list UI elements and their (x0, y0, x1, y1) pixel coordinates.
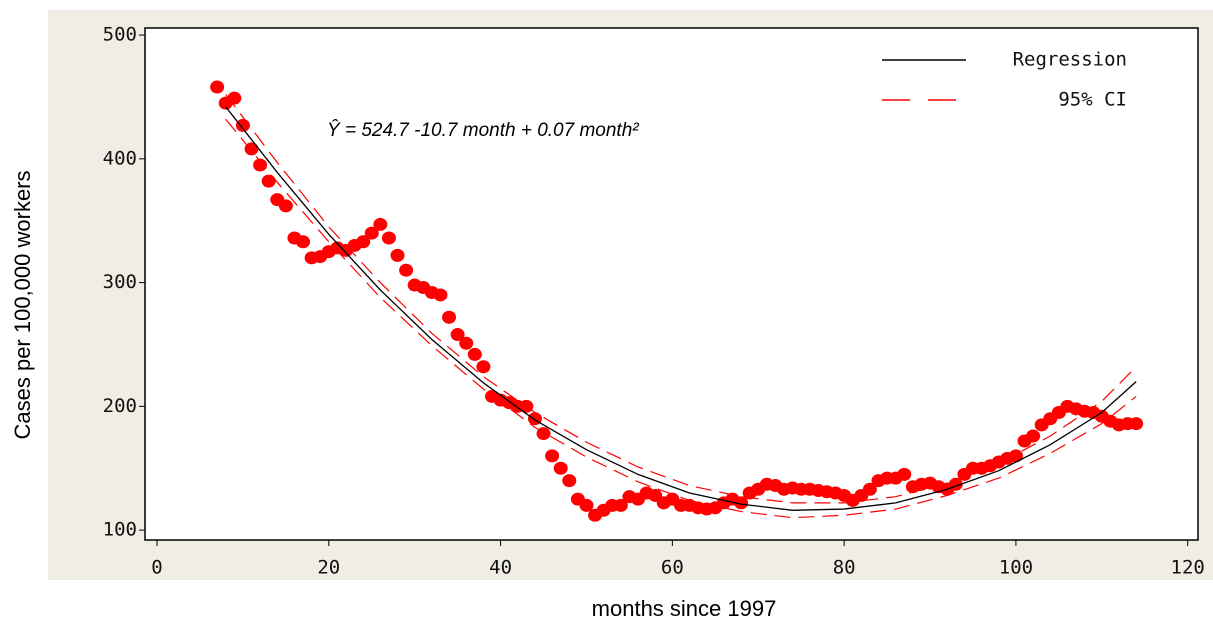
x-tick-label: 100 (999, 557, 1033, 579)
x-tick-label: 80 (833, 557, 856, 579)
data-point (399, 263, 414, 277)
y-tick-label: 100 (103, 519, 137, 541)
y-tick-label: 200 (103, 395, 137, 417)
y-tick-label: 500 (103, 24, 137, 46)
data-point (897, 467, 912, 481)
data-point (381, 231, 396, 245)
data-point (613, 498, 628, 512)
x-tick-label: 60 (661, 557, 684, 579)
x-tick-label: 40 (489, 557, 512, 579)
data-point (476, 360, 491, 374)
legend-label: 95% CI (1058, 89, 1127, 111)
data-point (227, 91, 242, 105)
data-point (210, 80, 225, 94)
ci-line (225, 118, 1137, 519)
data-point (553, 461, 568, 475)
x-tick-label: 120 (1171, 557, 1205, 579)
x-axis-label: months since 1997 (592, 596, 777, 621)
y-axis-label: Cases per 100,000 workers (10, 170, 35, 439)
data-point (862, 482, 877, 496)
data-point (459, 336, 474, 350)
data-point (373, 217, 388, 231)
data-point (562, 474, 577, 488)
data-point (261, 174, 276, 188)
data-point (545, 449, 560, 463)
y-tick-label: 300 (103, 271, 137, 293)
data-point (579, 498, 594, 512)
equation-annotation: Ŷ = 524.7 -10.7 month + 0.07 month² (327, 119, 639, 141)
ci-line (225, 94, 1137, 504)
y-tick-label: 400 (103, 147, 137, 169)
data-point (1129, 417, 1144, 431)
legend-label: Regression (1013, 49, 1127, 71)
data-point (390, 248, 405, 262)
legend-box (876, 40, 1152, 120)
data-point (1008, 449, 1023, 463)
data-point (235, 118, 250, 132)
data-point (364, 226, 379, 240)
data-point (356, 235, 371, 249)
data-point (296, 235, 311, 249)
regression-line (225, 106, 1137, 511)
x-tick-label: 20 (317, 557, 340, 579)
data-point (1026, 429, 1041, 443)
data-point (450, 328, 465, 342)
data-point (253, 158, 268, 172)
data-point (442, 310, 457, 324)
data-point (467, 347, 482, 361)
data-point (433, 288, 448, 302)
data-point (734, 496, 749, 510)
data-point (278, 199, 293, 213)
x-tick-label: 0 (151, 557, 162, 579)
